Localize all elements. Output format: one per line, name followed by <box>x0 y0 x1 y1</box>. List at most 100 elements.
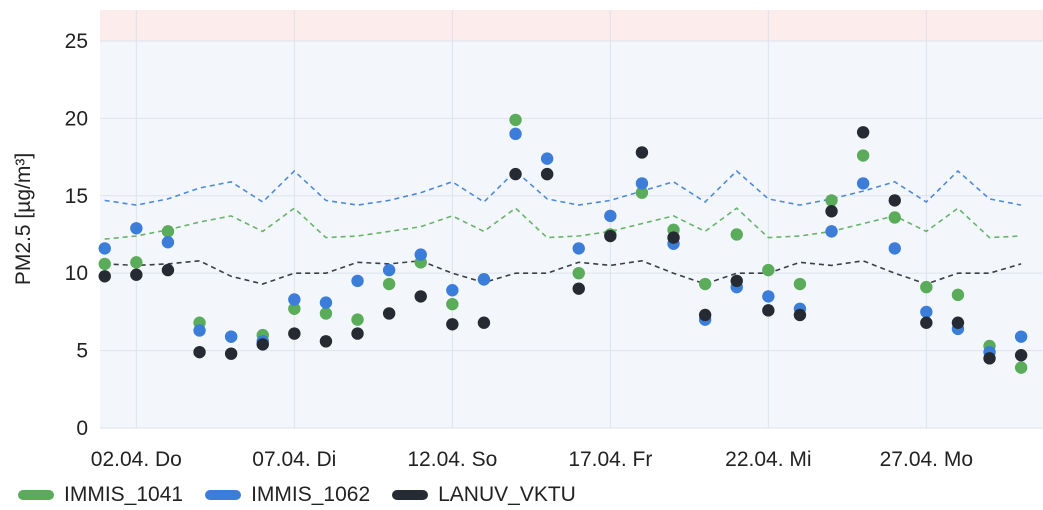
trend-line-immis_1062 <box>104 169 1022 206</box>
data-point-lanuv_vktu[interactable] <box>635 146 649 159</box>
legend: IMMIS_1041 IMMIS_1062 LANUV_VKTU <box>18 480 576 510</box>
data-point-immis_1041[interactable] <box>825 194 838 207</box>
legend-item-immis_1062[interactable]: IMMIS_1062 <box>205 483 370 507</box>
data-point-lanuv_vktu[interactable] <box>920 316 933 329</box>
data-point-immis_1062[interactable] <box>572 242 585 255</box>
x-tick-label: 12.04. So <box>407 448 497 471</box>
data-point-lanuv_vktu[interactable] <box>951 316 965 329</box>
y-tick-label: 10 <box>65 262 88 285</box>
data-point-immis_1041[interactable] <box>920 280 933 294</box>
data-point-immis_1041[interactable] <box>382 277 396 291</box>
data-point-immis_1062[interactable] <box>130 222 143 235</box>
data-point-immis_1062[interactable] <box>888 242 901 255</box>
data-point-immis_1062[interactable] <box>161 236 175 249</box>
plot-background <box>100 40 1043 429</box>
data-point-lanuv_vktu[interactable] <box>446 318 459 331</box>
data-point-immis_1041[interactable] <box>288 302 301 315</box>
legend-swatch <box>392 490 429 500</box>
x-tick-label: 17.04. Fr <box>568 448 652 471</box>
x-tick-label: 22.04. Mi <box>725 448 811 471</box>
data-point-immis_1041[interactable] <box>635 186 649 199</box>
data-point-lanuv_vktu[interactable] <box>319 335 333 348</box>
legend-label: LANUV_VKTU <box>438 483 576 506</box>
legend-swatch <box>205 490 242 500</box>
data-point-lanuv_vktu[interactable] <box>193 345 206 359</box>
data-point-lanuv_vktu[interactable] <box>161 263 175 277</box>
data-point-lanuv_vktu[interactable] <box>698 308 712 322</box>
x-tick-label: 07.04. Di <box>252 448 336 471</box>
data-point-immis_1062[interactable] <box>635 177 649 190</box>
data-point-immis_1041[interactable] <box>856 149 870 162</box>
y-tick-label: 5 <box>76 340 88 363</box>
legend-label: IMMIS_1041 <box>64 483 184 506</box>
data-point-immis_1041[interactable] <box>351 313 364 326</box>
data-point-lanuv_vktu[interactable] <box>382 307 396 320</box>
data-point-lanuv_vktu[interactable] <box>856 126 870 139</box>
data-point-lanuv_vktu[interactable] <box>604 229 617 243</box>
data-point-immis_1041[interactable] <box>951 288 965 302</box>
data-point-immis_1062[interactable] <box>382 263 396 277</box>
threshold-exceed-band <box>100 10 1043 41</box>
data-point-lanuv_vktu[interactable] <box>983 352 996 365</box>
data-point-lanuv_vktu[interactable] <box>509 167 522 181</box>
data-point-immis_1062[interactable] <box>604 209 617 223</box>
data-point-lanuv_vktu[interactable] <box>1014 349 1028 362</box>
data-point-immis_1062[interactable] <box>193 324 206 337</box>
data-point-immis_1062[interactable] <box>762 290 775 303</box>
data-point-immis_1062[interactable] <box>825 225 838 238</box>
data-point-lanuv_vktu[interactable] <box>130 268 143 281</box>
data-point-lanuv_vktu[interactable] <box>540 167 554 181</box>
legend-item-immis_1041[interactable]: IMMIS_1041 <box>18 483 183 507</box>
data-point-lanuv_vktu[interactable] <box>477 316 491 329</box>
data-point-lanuv_vktu[interactable] <box>288 327 301 340</box>
data-point-immis_1062[interactable] <box>351 274 364 288</box>
legend-item-lanuv_vktu[interactable]: LANUV_VKTU <box>392 483 576 507</box>
data-point-immis_1062[interactable] <box>414 248 427 261</box>
data-point-lanuv_vktu[interactable] <box>888 194 901 207</box>
trend-line-lanuv_vktu <box>104 259 1022 285</box>
data-point-lanuv_vktu[interactable] <box>572 282 585 295</box>
data-point-immis_1062[interactable] <box>509 127 522 141</box>
data-point-immis_1041[interactable] <box>509 113 522 127</box>
x-tick-label: 02.04. Do <box>91 448 182 471</box>
data-point-lanuv_vktu[interactable] <box>256 338 269 351</box>
data-point-immis_1041[interactable] <box>888 211 901 224</box>
data-point-immis_1062[interactable] <box>540 152 554 165</box>
data-point-immis_1041[interactable] <box>698 277 712 291</box>
y-tick-label: 15 <box>65 185 88 208</box>
data-point-immis_1062[interactable] <box>224 330 238 343</box>
data-point-immis_1062[interactable] <box>446 284 459 297</box>
data-point-immis_1062[interactable] <box>477 273 491 286</box>
y-tick-label: 20 <box>65 107 88 130</box>
data-point-lanuv_vktu[interactable] <box>762 304 775 317</box>
data-point-lanuv_vktu[interactable] <box>793 308 807 322</box>
data-point-immis_1062[interactable] <box>319 296 333 309</box>
data-point-immis_1041[interactable] <box>446 297 459 311</box>
data-point-immis_1062[interactable] <box>920 305 933 319</box>
data-point-lanuv_vktu[interactable] <box>98 270 111 283</box>
legend-swatch <box>18 490 54 500</box>
data-point-immis_1041[interactable] <box>730 228 743 241</box>
data-point-immis_1041[interactable] <box>1014 361 1028 374</box>
pm25-chart: 0 5 10 15 20 25 02.04. Do 07.04. Di 12.04. So 17.… <box>12 10 1043 471</box>
data-point-immis_1041[interactable] <box>319 307 333 320</box>
data-point-lanuv_vktu[interactable] <box>224 347 238 360</box>
data-point-lanuv_vktu[interactable] <box>351 327 364 340</box>
data-point-lanuv_vktu[interactable] <box>730 274 743 288</box>
data-point-immis_1041[interactable] <box>762 263 775 277</box>
data-point-immis_1062[interactable] <box>98 242 111 255</box>
data-point-immis_1062[interactable] <box>288 293 301 306</box>
data-point-lanuv_vktu[interactable] <box>667 231 680 244</box>
data-point-immis_1041[interactable] <box>130 256 143 269</box>
data-point-immis_1041[interactable] <box>98 257 111 271</box>
trend-line-immis_1041 <box>104 207 1022 240</box>
data-point-immis_1062[interactable] <box>856 177 870 190</box>
data-point-immis_1041[interactable] <box>572 266 585 280</box>
data-point-lanuv_vktu[interactable] <box>414 290 427 303</box>
data-point-lanuv_vktu[interactable] <box>825 205 838 218</box>
x-tick-label: 27.04. Mo <box>880 448 973 471</box>
data-point-immis_1041[interactable] <box>793 277 807 291</box>
data-point-immis_1041[interactable] <box>161 225 175 238</box>
data-point-immis_1062[interactable] <box>1014 330 1028 343</box>
